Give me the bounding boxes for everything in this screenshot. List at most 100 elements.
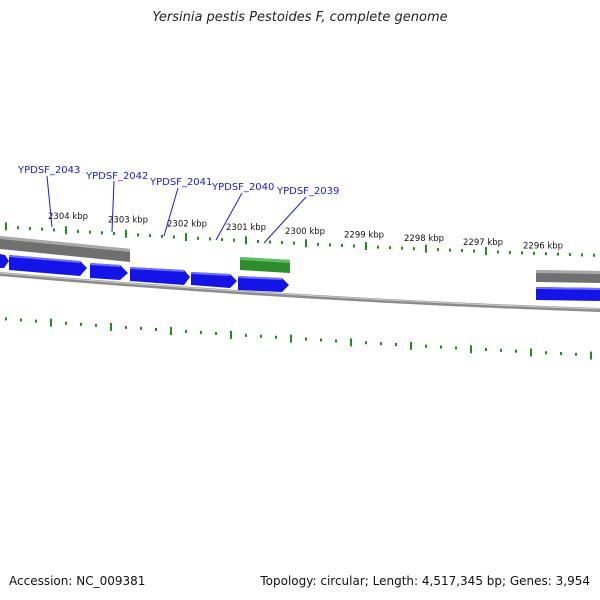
inner-minor-tick [380,342,382,346]
genome-summary-text: Topology: circular; Length: 4,517,345 bp… [260,574,590,588]
cds-shine [130,267,184,272]
cds-arrow[interactable] [191,272,237,288]
minor-tick [53,228,55,232]
inner-minor-tick [425,344,427,348]
gray-feature-left [0,236,130,262]
position-label: 2298 kbp [404,234,444,244]
cds-shine [191,272,230,276]
minor-tick [569,253,571,257]
minor-tick [269,240,271,244]
minor-tick [521,251,523,255]
major-tick [365,242,367,251]
position-label: 2296 kbp [523,242,563,252]
inner-major-tick [50,318,52,327]
inner-minor-tick [80,322,82,326]
gene-leader-lines [46,175,307,244]
minor-tick [233,238,235,242]
minor-tick [413,247,415,251]
minor-tick [293,241,295,245]
minor-tick [209,237,211,241]
inner-minor-tick [545,351,547,355]
minor-tick [353,244,355,248]
position-labels: 2304 kbp 2303 kbp 2302 kbp 2301 kbp 2300 kbp… [48,212,563,252]
inner-minor-tick [200,330,202,334]
minor-tick [257,239,259,243]
minor-tick [533,251,535,255]
leader-line-2043 [46,175,53,228]
inner-minor-tick [365,341,367,345]
inner-minor-tick [65,321,67,325]
inner-minor-tick [305,337,307,341]
inner-major-tick [170,326,172,335]
inner-major-tick [590,351,592,360]
inner-minor-tick [485,348,487,352]
minor-tick [401,246,403,250]
major-tick [485,247,487,256]
cds-arrow[interactable] [0,254,9,268]
major-tick [5,222,7,231]
inner-minor-tick [95,323,97,327]
position-label: 2300 kbp [285,227,325,237]
gene-label[interactable]: YPDSF_2042 [85,171,148,182]
minor-tick [545,252,547,256]
gene-label[interactable]: YPDSF_2043 [17,165,80,176]
minor-tick [161,234,163,238]
gene-label[interactable]: YPDSF_2040 [211,182,274,193]
minor-tick [317,242,319,246]
inner-minor-tick [575,352,577,356]
major-tick [245,236,247,245]
inner-minor-tick [140,326,142,330]
minor-tick [149,234,151,238]
cds-arrow[interactable] [90,263,128,280]
cds-shine [238,276,282,280]
inner-minor-tick [185,329,187,333]
inner-minor-tick [275,335,277,339]
inner-major-tick [290,334,292,343]
rna-feature-shine [240,257,290,263]
minor-tick [17,226,19,230]
inner-minor-tick [560,352,562,356]
cds-arrow-right[interactable] [536,287,600,301]
inner-major-tick [350,338,352,347]
inner-minor-tick [395,342,397,346]
minor-tick [449,248,451,252]
cds-arrow[interactable] [238,276,289,292]
gene-label[interactable]: YPDSF_2039 [276,186,339,197]
rna-feature-track [240,257,290,273]
major-tick [125,229,127,238]
major-tick [185,233,187,242]
inner-minor-tick [320,338,322,342]
gene-label[interactable]: YPDSF_2041 [149,177,212,188]
minor-tick [77,229,79,233]
inner-minor-tick [335,339,337,343]
inner-minor-tick [125,325,127,329]
minor-tick [581,253,583,257]
minor-tick [101,231,103,235]
inner-minor-tick [5,317,7,321]
minor-tick [437,248,439,252]
inner-minor-tick [245,333,247,337]
position-label: 2303 kbp [108,216,148,226]
major-tick [425,244,427,253]
cds-track [0,254,600,301]
minor-tick [389,246,391,250]
minor-tick [497,250,499,254]
minor-tick [461,249,463,253]
gray-feature-track [0,236,600,283]
leader-line-2040 [215,192,243,241]
inner-major-tick [470,345,472,354]
inner-minor-tick [500,348,502,352]
minor-tick [41,227,43,231]
inner-minor-tick [455,346,457,350]
inner-minor-tick [215,331,217,335]
genome-backbone [0,272,600,312]
minor-tick [593,253,595,257]
leader-line-2039 [263,196,307,244]
position-label: 2301 kbp [226,223,266,233]
position-label: 2297 kbp [463,238,503,248]
minor-tick [137,233,139,237]
position-label: 2299 kbp [344,231,384,241]
inner-minor-tick [515,349,517,353]
cds-arrow[interactable] [9,255,87,276]
